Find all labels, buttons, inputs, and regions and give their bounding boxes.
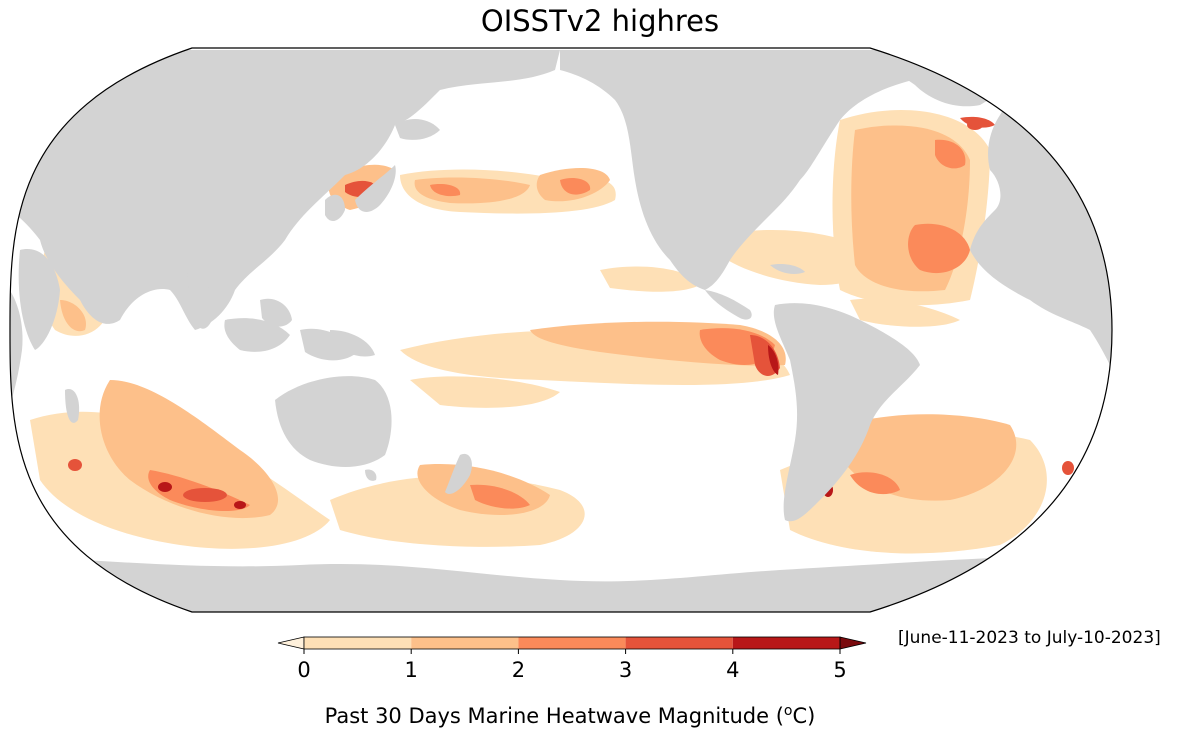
heatwave-patch-bin2 xyxy=(935,139,966,169)
land-mass xyxy=(560,50,1000,290)
colorbar-tick-label: 5 xyxy=(833,658,846,682)
colorbar-outline xyxy=(303,636,841,650)
land-mass xyxy=(275,376,392,467)
land-mass xyxy=(770,263,805,274)
heatwave-patch-bin4 xyxy=(158,482,172,492)
colorbar: 0 1 2 3 4 5 xyxy=(277,636,867,682)
land-mass xyxy=(773,303,920,522)
heatwave-patch-bin3 xyxy=(68,459,82,471)
colorbar-tick-label: 0 xyxy=(297,658,310,682)
colorbar-bin-2 xyxy=(518,637,626,649)
land-mass xyxy=(10,280,23,430)
land-mass xyxy=(260,298,292,327)
land-mass xyxy=(970,50,1112,470)
date-range-label: [June-11-2023 to July-10-2023] xyxy=(898,628,1161,648)
colorbar-bin-1 xyxy=(411,637,519,649)
heatwave-patch-bin0 xyxy=(600,266,700,292)
land-mass xyxy=(187,260,213,329)
land-mass xyxy=(224,318,290,352)
colorbar-label: Past 30 Days Marine Heatwave Magnitude (… xyxy=(324,703,816,728)
land-mass xyxy=(65,389,80,423)
heatwave-patch-bin2 xyxy=(850,472,900,495)
land-mass xyxy=(300,328,360,361)
heatwave-patch-bin0 xyxy=(410,376,560,408)
colorbar-over-arrow xyxy=(839,636,867,650)
heatwave-patch-bin2 xyxy=(908,223,970,274)
heatwave-patch-bin2 xyxy=(470,484,530,509)
colorbar-tick-label: 3 xyxy=(619,658,632,682)
land-mass xyxy=(445,453,472,495)
map-title: OISSTv2 highres xyxy=(480,4,720,38)
land-mass xyxy=(705,290,752,320)
colorbar-tick-label: 4 xyxy=(726,658,739,682)
heatwave-patch-bin3 xyxy=(1062,461,1074,475)
colorbar-under-arrow xyxy=(277,636,305,650)
heatwave-patch-bin1 xyxy=(414,177,530,204)
heatwave-patch-bin4 xyxy=(768,345,779,375)
heatwave-patch-bin4 xyxy=(234,501,246,509)
land-mass xyxy=(365,469,377,481)
heatwave-patch-bin3 xyxy=(960,116,995,128)
colorbar-bin-0 xyxy=(304,637,412,649)
heatwave-patch-bin2 xyxy=(430,184,461,197)
colorbar-bin-4 xyxy=(732,637,840,649)
colorbar-bin-3 xyxy=(625,637,733,649)
land-mass xyxy=(355,165,396,212)
land-mass xyxy=(330,330,375,357)
land-mass xyxy=(325,194,345,222)
land-mass xyxy=(18,249,61,350)
heatwave-patch-bin3 xyxy=(183,488,227,502)
land-mass xyxy=(395,118,440,140)
heatwave-patch-bin0 xyxy=(850,298,960,327)
heatwave-patch-bin1 xyxy=(60,300,86,332)
land-mass xyxy=(10,50,560,330)
colorbar-tick-label: 1 xyxy=(405,658,418,682)
globe-outline xyxy=(9,47,1113,613)
heatwave-patch-bin1 xyxy=(99,380,279,519)
colorbar-tick-label: 2 xyxy=(512,658,525,682)
heatwave-patch-bin2 xyxy=(560,178,591,195)
